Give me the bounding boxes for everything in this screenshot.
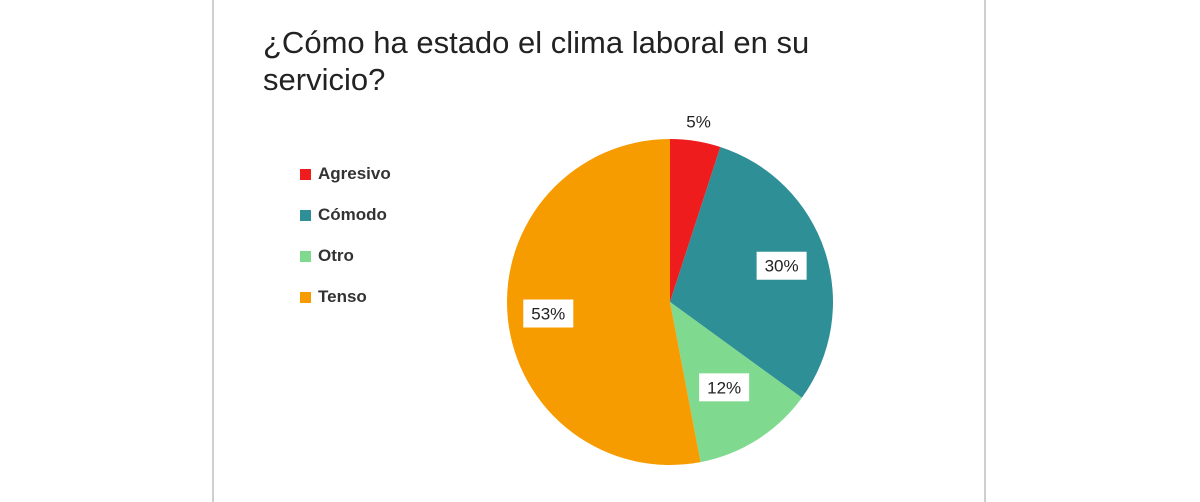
chart-legend: Agresivo Cómodo Otro Tenso [300, 163, 391, 327]
pie-slice-tenso [506, 139, 701, 466]
slice-value-label: 12% [707, 378, 741, 397]
legend-label-comodo: Cómodo [318, 205, 387, 224]
legend-label-agresivo: Agresivo [318, 164, 391, 183]
chart-title: ¿Cómo ha estado el clima laboral en su s… [263, 25, 810, 97]
legend-swatch-agresivo [300, 168, 311, 180]
slice-label-group-0: 5% [686, 113, 711, 132]
legend-swatch-comodo [300, 209, 311, 221]
legend-swatch-tenso [300, 291, 311, 303]
slice-label-box [756, 251, 807, 280]
chart-frame [212, 0, 986, 502]
legend-item-otro: Otro [300, 245, 391, 267]
pie-slice-comodo [670, 146, 833, 398]
slice-label-group-2: 12% [699, 373, 750, 402]
slice-label-box [699, 373, 750, 402]
pie-slice-agresivo [670, 139, 721, 302]
legend-label-tenso: Tenso [318, 287, 367, 306]
slice-value-label: 30% [765, 257, 799, 276]
legend-label-otro: Otro [318, 246, 354, 265]
legend-item-agresivo: Agresivo [300, 163, 391, 185]
slice-value-label: 5% [686, 113, 711, 132]
slice-label-box [523, 299, 574, 328]
legend-item-tenso: Tenso [300, 286, 391, 308]
legend-item-comodo: Cómodo [300, 204, 391, 226]
slice-label-group-3: 53% [523, 299, 574, 328]
slice-value-label: 53% [531, 305, 565, 324]
legend-swatch-otro [300, 250, 311, 262]
slice-label-group-1: 30% [756, 251, 807, 280]
